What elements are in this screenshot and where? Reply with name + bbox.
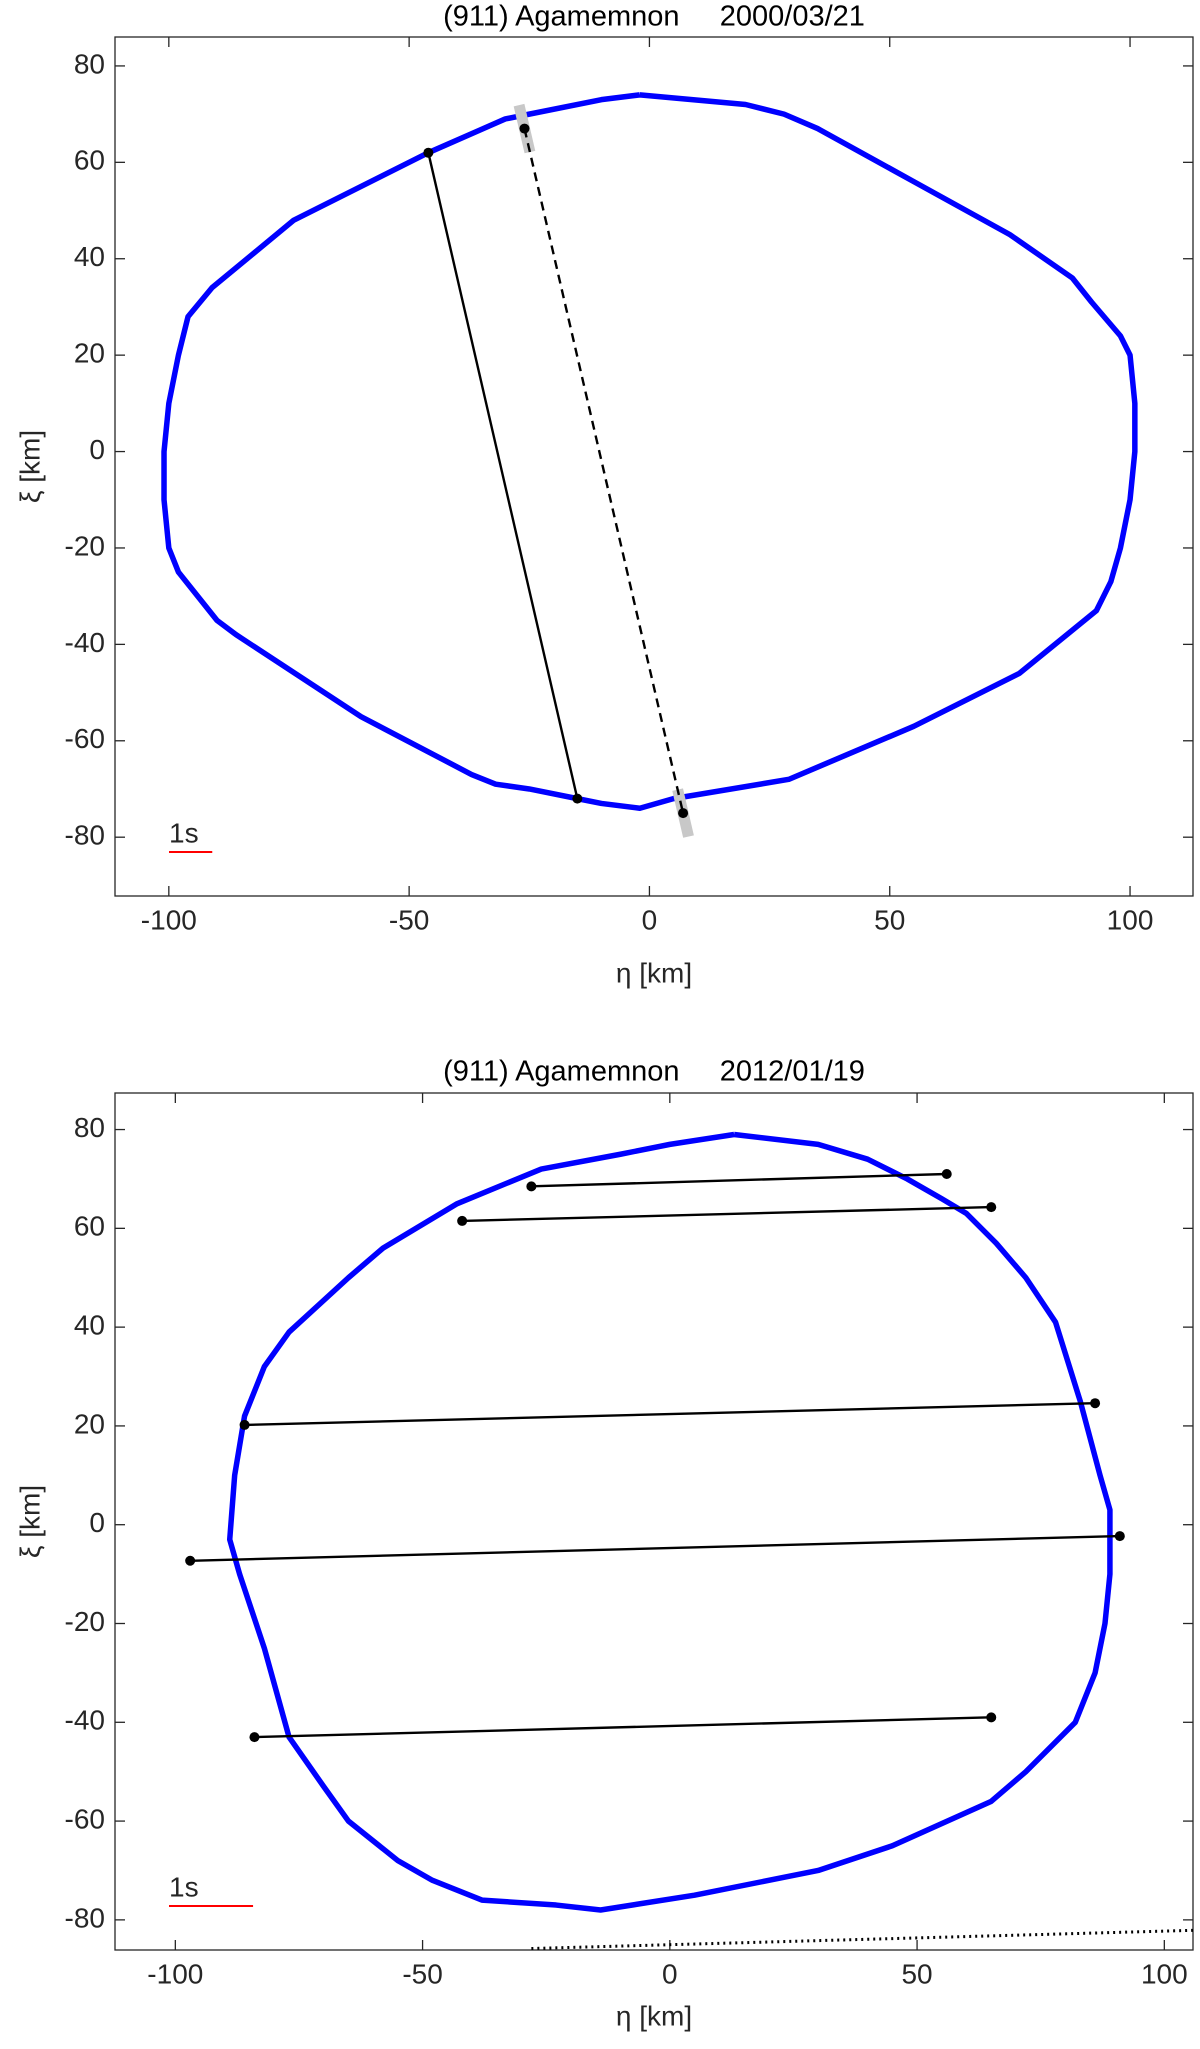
chord <box>462 1205 992 1223</box>
chord <box>531 1928 1193 1950</box>
chord-end <box>678 808 689 819</box>
chord-end <box>457 1215 468 1226</box>
x-tick-label: -100 <box>147 1958 203 1989</box>
chord-end <box>986 1712 997 1723</box>
plot-area <box>185 1131 1193 1950</box>
chart-title: (911) Agamemnon 2012/01/19 <box>443 1056 865 1088</box>
x-tick-label: -50 <box>402 1958 442 1989</box>
chord-end <box>423 147 434 158</box>
chord-end <box>1114 1531 1125 1542</box>
y-tick-label: -80 <box>65 1902 105 1933</box>
y-tick-label: 0 <box>89 1507 105 1538</box>
chord <box>254 1716 992 1739</box>
y-axis-label: ξ [km] <box>14 430 45 503</box>
x-axis-label: η [km] <box>616 957 692 988</box>
y-tick-label: -20 <box>65 530 105 561</box>
x-tick-label: 0 <box>642 904 658 935</box>
axes-box <box>114 1092 1194 1951</box>
x-tick-label: -100 <box>141 904 197 935</box>
plot: (911) Agamemnon 2000/03/21 η [km] ξ [km] -1… <box>14 1 1194 988</box>
scale-bar-label: 1s <box>169 817 199 848</box>
y-tick-label: -80 <box>65 820 105 851</box>
y-tick-label: 20 <box>74 1408 105 1439</box>
chord-end <box>572 793 583 804</box>
chord-end <box>239 1419 250 1430</box>
x-tick-label: 0 <box>662 1958 678 1989</box>
chord <box>531 1172 947 1188</box>
chord-end <box>519 123 530 134</box>
y-tick-label: 80 <box>74 48 105 79</box>
y-tick-label: 80 <box>74 1112 105 1143</box>
y-axis-label: ξ [km] <box>14 1485 45 1558</box>
y-tick-label: -40 <box>65 1705 105 1736</box>
y-tick-label: 40 <box>74 241 105 272</box>
scale-bar-label: 1s <box>169 1871 199 1902</box>
x-tick-label: 100 <box>1107 904 1154 935</box>
chord <box>523 128 685 814</box>
chord-end <box>986 1202 997 1213</box>
x-tick-label: -50 <box>389 904 429 935</box>
x-tick-label: 50 <box>874 904 905 935</box>
x-tick-label: 100 <box>1141 1958 1188 1989</box>
y-tick-label: 60 <box>74 1211 105 1242</box>
axes-box <box>114 36 1194 897</box>
x-axis-label: η [km] <box>616 2000 692 2031</box>
chord-end <box>526 1181 537 1192</box>
y-tick-label: -40 <box>65 627 105 658</box>
plot-area <box>161 92 1138 838</box>
y-tick-label: 20 <box>74 338 105 369</box>
y-tick-label: 0 <box>89 434 105 465</box>
chord-end <box>941 1169 952 1180</box>
chord-end <box>249 1732 260 1743</box>
y-tick-label: 40 <box>74 1310 105 1341</box>
x-tick-label: 50 <box>901 1958 932 1989</box>
y-tick-label: -20 <box>65 1606 105 1637</box>
chart-title: (911) Agamemnon 2000/03/21 <box>443 1 865 33</box>
contour <box>226 1131 1113 1913</box>
y-tick-label: -60 <box>65 1803 105 1834</box>
chord-end <box>1090 1398 1101 1409</box>
y-tick-label: 60 <box>74 145 105 176</box>
y-tick-label: -60 <box>65 723 105 754</box>
chord <box>244 1401 1096 1427</box>
chord-end <box>185 1555 196 1566</box>
chord <box>427 152 579 799</box>
plot: (911) Agamemnon 2012/01/19 η [km] ξ [km] -1… <box>14 1056 1194 2031</box>
contour <box>161 92 1138 812</box>
chord <box>190 1534 1120 1562</box>
